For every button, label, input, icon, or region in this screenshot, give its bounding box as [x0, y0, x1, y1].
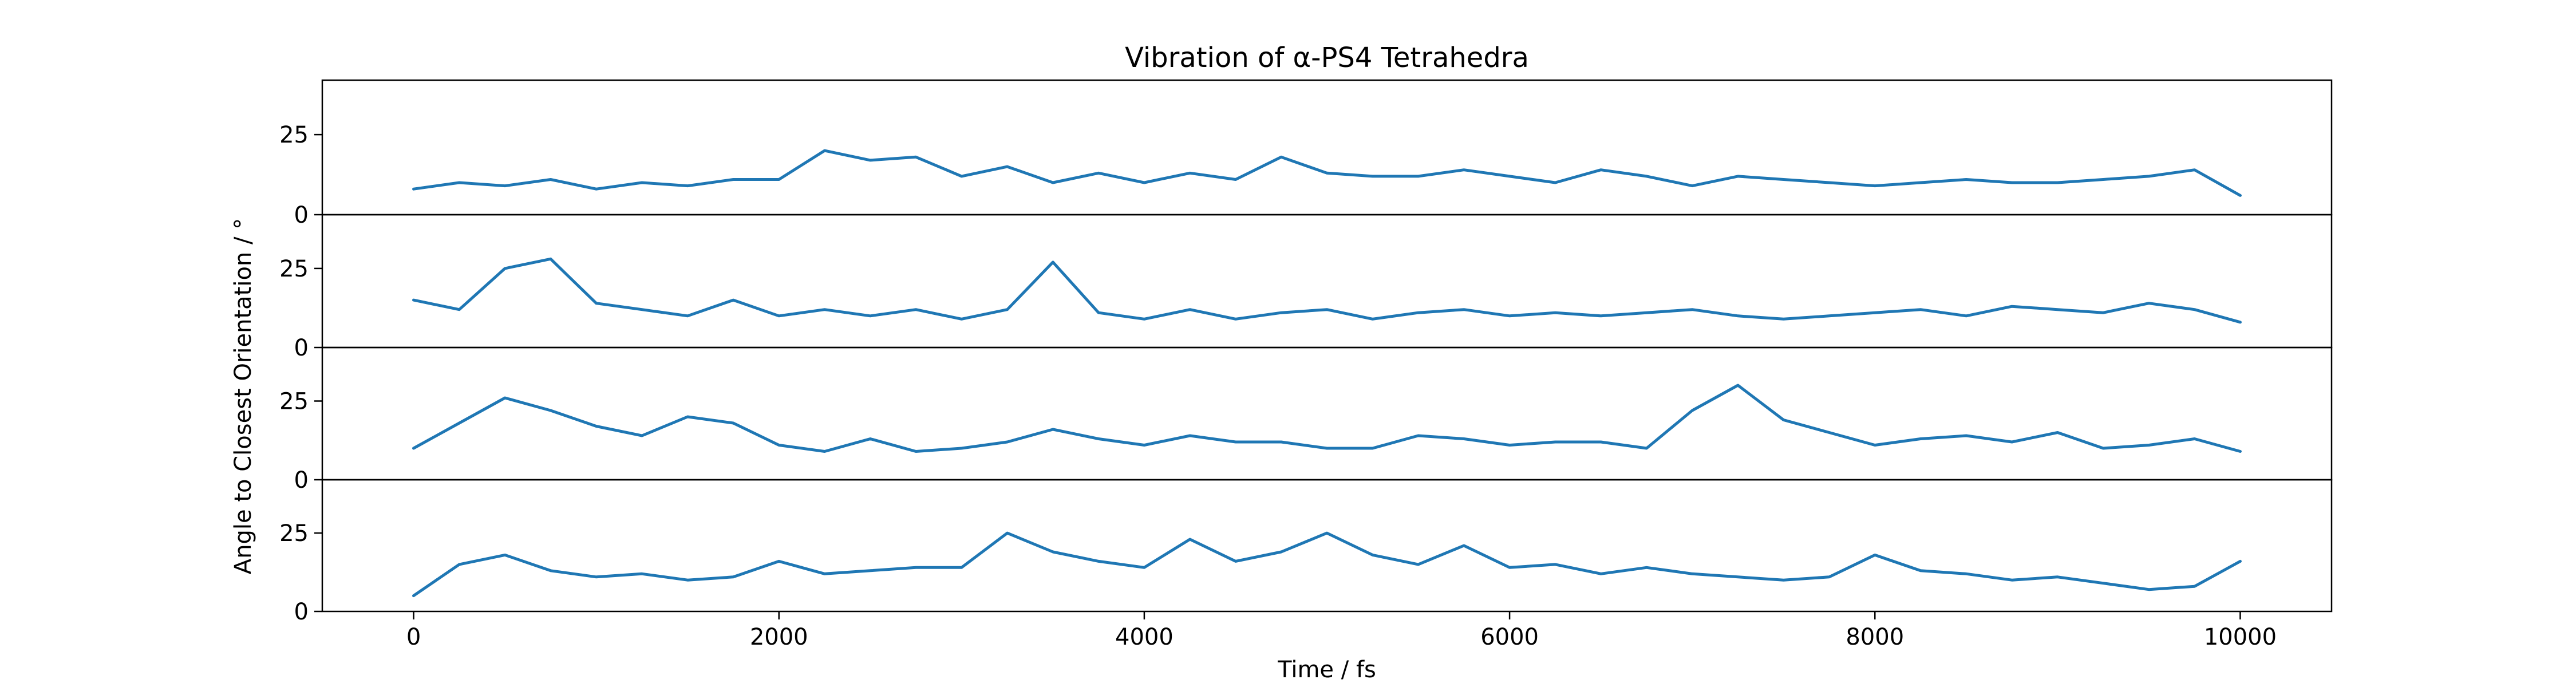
x-axis-ticks: 0 2000 4000 6000 8000 10000	[406, 611, 2277, 650]
panel-3: 0 25	[279, 346, 2333, 493]
y-tick-label: 0	[294, 202, 309, 228]
series-line-panel-4	[412, 531, 2242, 598]
y-tick-label: 0	[294, 467, 309, 493]
series-line-panel-1	[412, 149, 2242, 197]
y-tick-label: 25	[279, 389, 309, 415]
chart-title: Vibration of α-PS4 Tetrahedra	[1125, 42, 1529, 74]
panel-1: 0 25	[279, 79, 2333, 228]
x-tick-label: 8000	[1846, 624, 1904, 650]
y-tick-label: 25	[279, 520, 309, 547]
x-tick-label: 0	[406, 624, 421, 650]
panel-frame-3	[321, 346, 2333, 481]
x-axis-label: Time / fs	[1277, 657, 1376, 683]
y-tick-label: 25	[279, 256, 309, 282]
series-line-panel-3	[412, 384, 2242, 453]
y-tick-label: 0	[294, 599, 309, 625]
y-tick-label: 0	[294, 335, 309, 361]
y-tick-label: 25	[279, 122, 309, 148]
x-tick-label: 2000	[750, 624, 808, 650]
panel-frame-2	[321, 214, 2333, 349]
x-tick-label: 4000	[1115, 624, 1174, 650]
panel-frame-1	[321, 79, 2333, 216]
chart-panels: 0 25 0 25 0 25 0 25	[279, 79, 2333, 625]
panel-frame-4	[321, 479, 2333, 613]
y-axis-label: Angle to Closest Orientation / °	[230, 218, 256, 574]
panel-2: 0 25	[279, 214, 2333, 361]
x-tick-label: 6000	[1480, 624, 1539, 650]
panel-4: 0 25	[279, 479, 2333, 625]
series-line-panel-2	[412, 257, 2242, 324]
x-tick-label: 10000	[2204, 624, 2277, 650]
